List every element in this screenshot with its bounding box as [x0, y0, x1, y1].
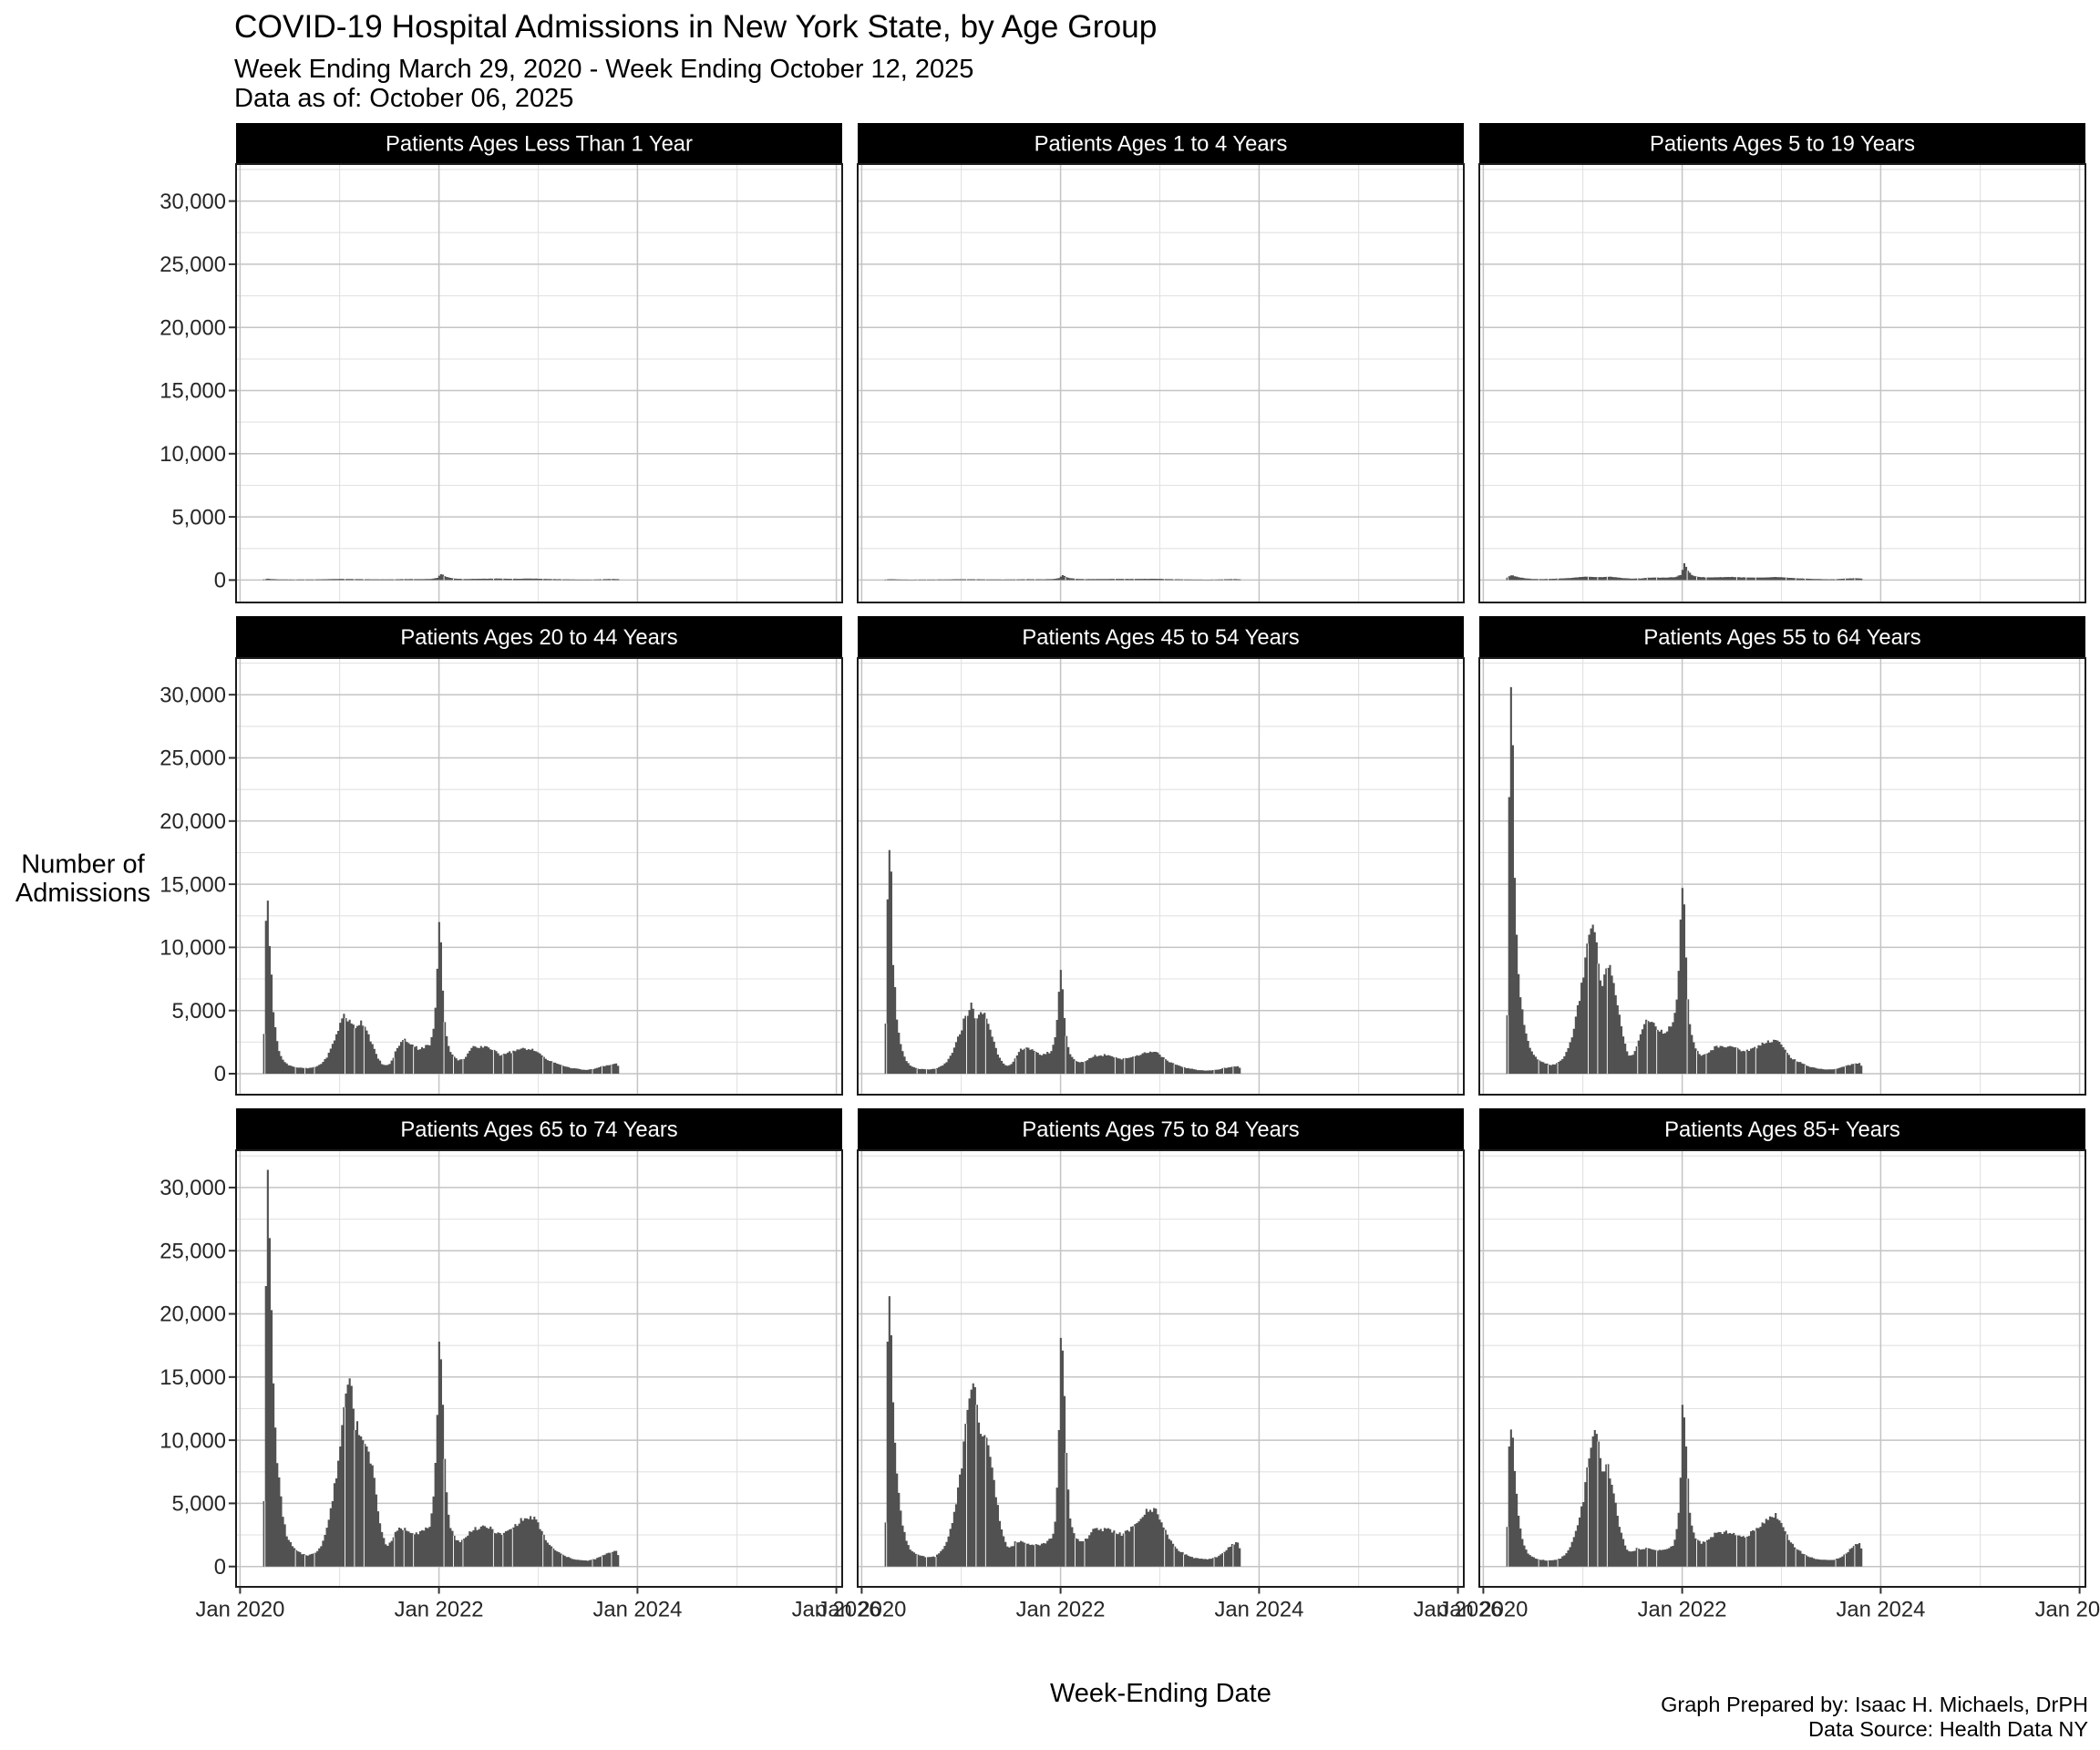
svg-text:Jan 2020: Jan 2020	[817, 1598, 906, 1622]
svg-text:Jan 2026: Jan 2026	[1414, 1598, 1503, 1622]
svg-text:Jan 2024: Jan 2024	[1836, 1598, 1925, 1622]
svg-text:Admissions: Admissions	[15, 879, 150, 908]
svg-text:10,000: 10,000	[160, 442, 226, 467]
svg-text:5,000: 5,000	[171, 1492, 226, 1517]
svg-text:Jan 2026: Jan 2026	[792, 1598, 881, 1622]
svg-text:10,000: 10,000	[160, 936, 226, 961]
svg-text:Jan 2024: Jan 2024	[592, 1598, 682, 1622]
svg-text:Jan 2020: Jan 2020	[195, 1598, 284, 1622]
svg-text:Patients Ages 20 to 44 Years: Patients Ages 20 to 44 Years	[400, 625, 677, 650]
svg-text:Week-Ending Date: Week-Ending Date	[1050, 1679, 1271, 1708]
svg-text:20,000: 20,000	[160, 315, 226, 340]
svg-text:30,000: 30,000	[160, 1176, 226, 1200]
svg-text:Patients Ages Less Than 1 Year: Patients Ages Less Than 1 Year	[386, 132, 693, 157]
svg-text:30,000: 30,000	[160, 683, 226, 707]
svg-text:25,000: 25,000	[160, 1239, 226, 1263]
svg-text:10,000: 10,000	[160, 1428, 226, 1453]
svg-text:0: 0	[214, 1555, 226, 1580]
svg-text:Patients Ages 1 to 4 Years: Patients Ages 1 to 4 Years	[1035, 132, 1288, 157]
svg-text:25,000: 25,000	[160, 746, 226, 771]
svg-text:Patients Ages 5 to 19 Years: Patients Ages 5 to 19 Years	[1650, 132, 1915, 157]
svg-text:5,000: 5,000	[171, 999, 226, 1024]
svg-text:Data as of: October 06, 2025: Data as of: October 06, 2025	[234, 84, 573, 113]
svg-text:Patients Ages 75 to 84 Years: Patients Ages 75 to 84 Years	[1022, 1117, 1299, 1142]
svg-text:5,000: 5,000	[171, 505, 226, 530]
svg-text:15,000: 15,000	[160, 872, 226, 897]
svg-text:0: 0	[214, 569, 226, 593]
svg-text:COVID-19 Hospital Admissions i: COVID-19 Hospital Admissions in New York…	[234, 9, 1157, 45]
svg-text:15,000: 15,000	[160, 379, 226, 404]
svg-text:Graph Prepared by: Isaac H. Mi: Graph Prepared by: Isaac H. Michaels, Dr…	[1661, 1693, 2088, 1716]
svg-text:Patients Ages 85+ Years: Patients Ages 85+ Years	[1664, 1117, 1900, 1142]
svg-text:Patients Ages 45 to 54 Years: Patients Ages 45 to 54 Years	[1022, 625, 1299, 650]
svg-text:Patients Ages 65 to 74 Years: Patients Ages 65 to 74 Years	[400, 1117, 677, 1142]
svg-text:Jan 2022: Jan 2022	[395, 1598, 484, 1622]
svg-text:Jan 2024: Jan 2024	[1214, 1598, 1303, 1622]
svg-text:Data Source: Health Data NY: Data Source: Health Data NY	[1808, 1717, 2088, 1741]
svg-text:15,000: 15,000	[160, 1365, 226, 1390]
svg-text:0: 0	[214, 1062, 226, 1086]
svg-text:20,000: 20,000	[160, 809, 226, 834]
svg-text:20,000: 20,000	[160, 1302, 226, 1327]
svg-text:30,000: 30,000	[160, 190, 226, 214]
svg-text:Week Ending March 29, 2020 - W: Week Ending March 29, 2020 - Week Ending…	[234, 55, 973, 84]
svg-text:Patients Ages 55 to 64 Years: Patients Ages 55 to 64 Years	[1643, 625, 1920, 650]
svg-text:Jan 2026: Jan 2026	[2035, 1598, 2100, 1622]
svg-text:Number of: Number of	[21, 850, 145, 880]
svg-text:Jan 2020: Jan 2020	[1438, 1598, 1528, 1622]
svg-text:Jan 2022: Jan 2022	[1016, 1598, 1106, 1622]
svg-text:25,000: 25,000	[160, 252, 226, 277]
svg-text:Jan 2022: Jan 2022	[1638, 1598, 1727, 1622]
